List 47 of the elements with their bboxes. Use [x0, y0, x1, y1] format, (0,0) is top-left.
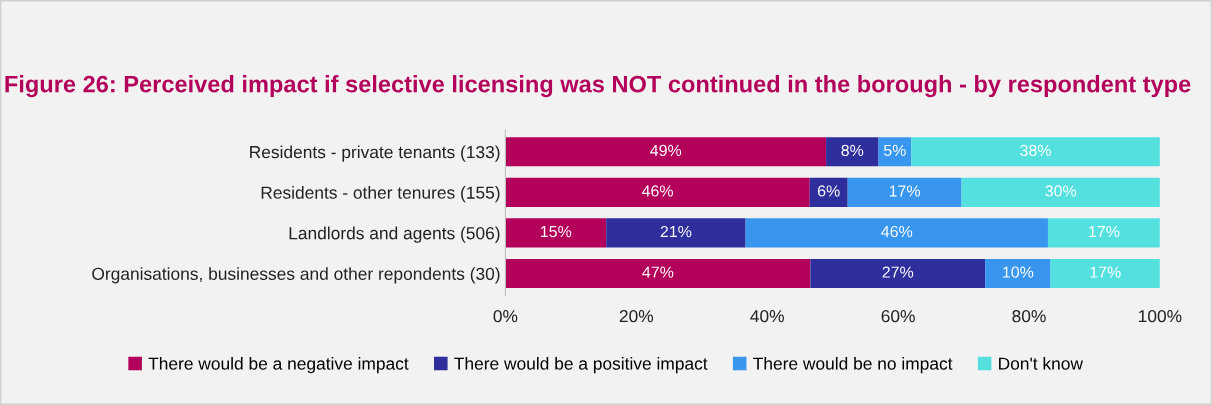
data-label: 17% [1090, 266, 1121, 278]
y-tick-label: Landlords and agents (506) [289, 226, 500, 243]
bar [961, 177, 1160, 207]
data-label: 5% [883, 144, 906, 157]
x-tick-label: 60% [881, 310, 915, 323]
data-label: 30% [1045, 185, 1077, 197]
x-tick-label: 80% [1012, 310, 1046, 323]
data-label: 10% [1003, 266, 1034, 278]
data-label: 6% [817, 185, 840, 197]
bar [847, 177, 962, 207]
y-tick-label: Organisations, businesses and other repondents (30) [92, 267, 500, 284]
bar [878, 137, 912, 167]
bar [911, 137, 1160, 167]
bar [1047, 218, 1160, 248]
x-tick-label: 40% [750, 310, 784, 323]
bar [505, 137, 827, 167]
legend-label: There would be a negative impact [148, 356, 409, 374]
x-tick-label: 100% [1139, 310, 1182, 323]
y-tick-label: Residents - private tenants (133) [250, 145, 500, 162]
data-label: 46% [641, 185, 673, 197]
bar [826, 137, 879, 167]
data-label: 46% [881, 225, 913, 238]
data-label: 47% [642, 266, 674, 278]
data-label: 27% [882, 266, 914, 278]
bar [985, 258, 1051, 289]
legend-label: There would be no impact [753, 356, 953, 374]
data-label: 8% [841, 144, 864, 157]
data-label: 15% [541, 225, 572, 238]
data-label: 49% [650, 144, 682, 157]
bar [810, 258, 986, 289]
legend-label: Don't know [999, 356, 1084, 370]
legend-label: There would be a positive impact [454, 356, 708, 374]
x-tick-label: 0% [493, 310, 518, 323]
bar [606, 218, 746, 248]
bar [505, 258, 811, 289]
bar [1050, 258, 1160, 289]
bar [505, 177, 810, 207]
data-label: 38% [1020, 144, 1051, 157]
data-label: 17% [1089, 225, 1120, 238]
data-label: 17% [889, 185, 921, 197]
bar [809, 177, 848, 207]
bar [745, 218, 1048, 248]
x-tick-label: 20% [619, 310, 654, 323]
bar [505, 218, 607, 248]
y-tick-label: Residents - other tenures (155) [261, 186, 500, 203]
data-label: 21% [660, 225, 692, 238]
chart-title: Figure 26: Perceived impact if selective licensing was NOT continued in the borough - by respondent type [5, 75, 1191, 98]
